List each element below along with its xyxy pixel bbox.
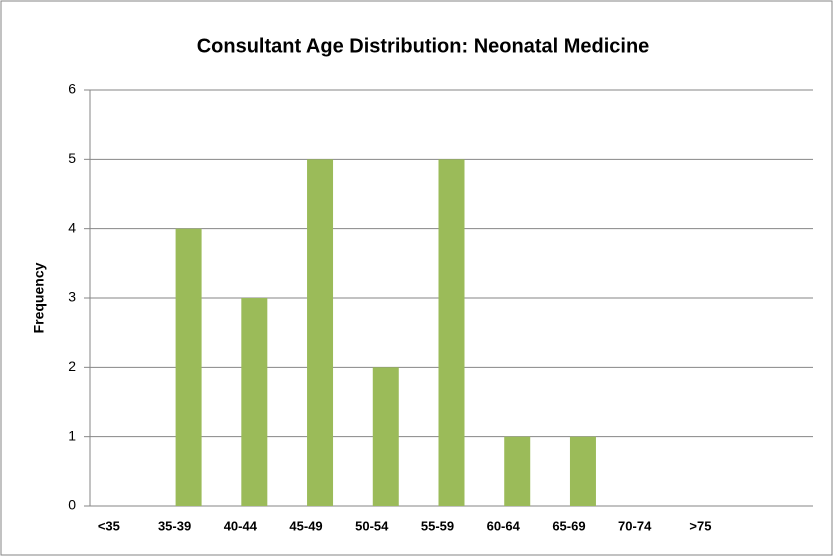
bar [175,228,202,506]
y-tick-label: 5 [68,150,76,166]
y-axis-title: Frequency [31,262,47,333]
y-tick-label: 0 [68,497,76,513]
y-tick-label: 1 [68,427,76,443]
bar [241,298,268,506]
bar [372,367,399,506]
bar [504,436,531,506]
y-tick-label: 6 [68,81,76,97]
bar [438,159,465,507]
x-tick-label: 50-54 [355,518,389,533]
bar [307,159,334,507]
y-tick-label: 4 [68,219,76,235]
x-tick-label: 60-64 [487,518,521,533]
y-tick-label: 2 [68,358,76,374]
x-tick-label: 35-39 [158,518,191,533]
y-tick-label: 3 [68,289,76,305]
chart-title: Consultant Age Distribution: Neonatal Me… [197,35,650,57]
bar [569,436,596,506]
x-tick-label: 45-49 [289,518,322,533]
x-tick-label: >75 [689,518,711,533]
x-tick-label: <35 [98,518,120,533]
x-tick-label: 40-44 [224,518,258,533]
x-tick-label: 70-74 [618,518,652,533]
x-tick-label: 65-69 [552,518,585,533]
x-tick-label: 55-59 [421,518,454,533]
